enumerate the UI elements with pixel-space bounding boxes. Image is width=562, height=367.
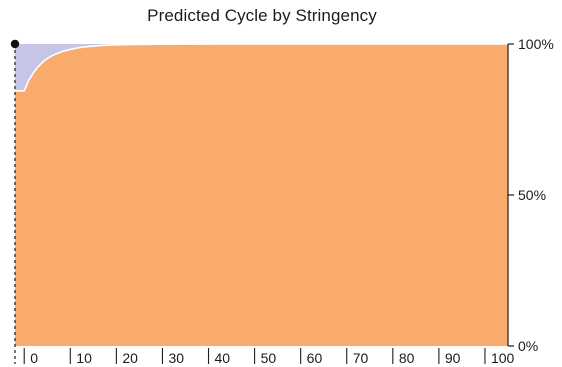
marker-point (10, 39, 20, 49)
area-series-group (15, 44, 508, 346)
series-boundary-group (15, 43, 508, 92)
marker-group (10, 39, 20, 49)
x-tick-label: 100 (491, 350, 515, 366)
x-tick-label: 90 (445, 350, 461, 366)
y-tick-label: 100% (518, 36, 554, 52)
y-tick-label: 0% (518, 338, 538, 354)
x-tick-label: 80 (399, 350, 415, 366)
axes-group: 0% 50% 100% 0 10 20 30 40 50 60 70 80 90 100 (14, 36, 554, 366)
chart-title: Predicted Cycle by Stringency (147, 6, 377, 25)
area-series-1 (15, 44, 508, 346)
area-series-2 (15, 44, 508, 91)
y-tick-label: 50% (518, 187, 546, 203)
x-tick-label: 40 (215, 350, 231, 366)
x-tick-label: 0 (30, 350, 38, 366)
x-tick-label: 20 (122, 350, 138, 366)
x-tick-label: 50 (261, 350, 277, 366)
series-boundary-line (15, 43, 508, 92)
x-tick-label: 30 (168, 350, 184, 366)
x-tick-label: 70 (353, 350, 369, 366)
x-tick-label: 60 (307, 350, 323, 366)
x-tick-label: 10 (76, 350, 92, 366)
